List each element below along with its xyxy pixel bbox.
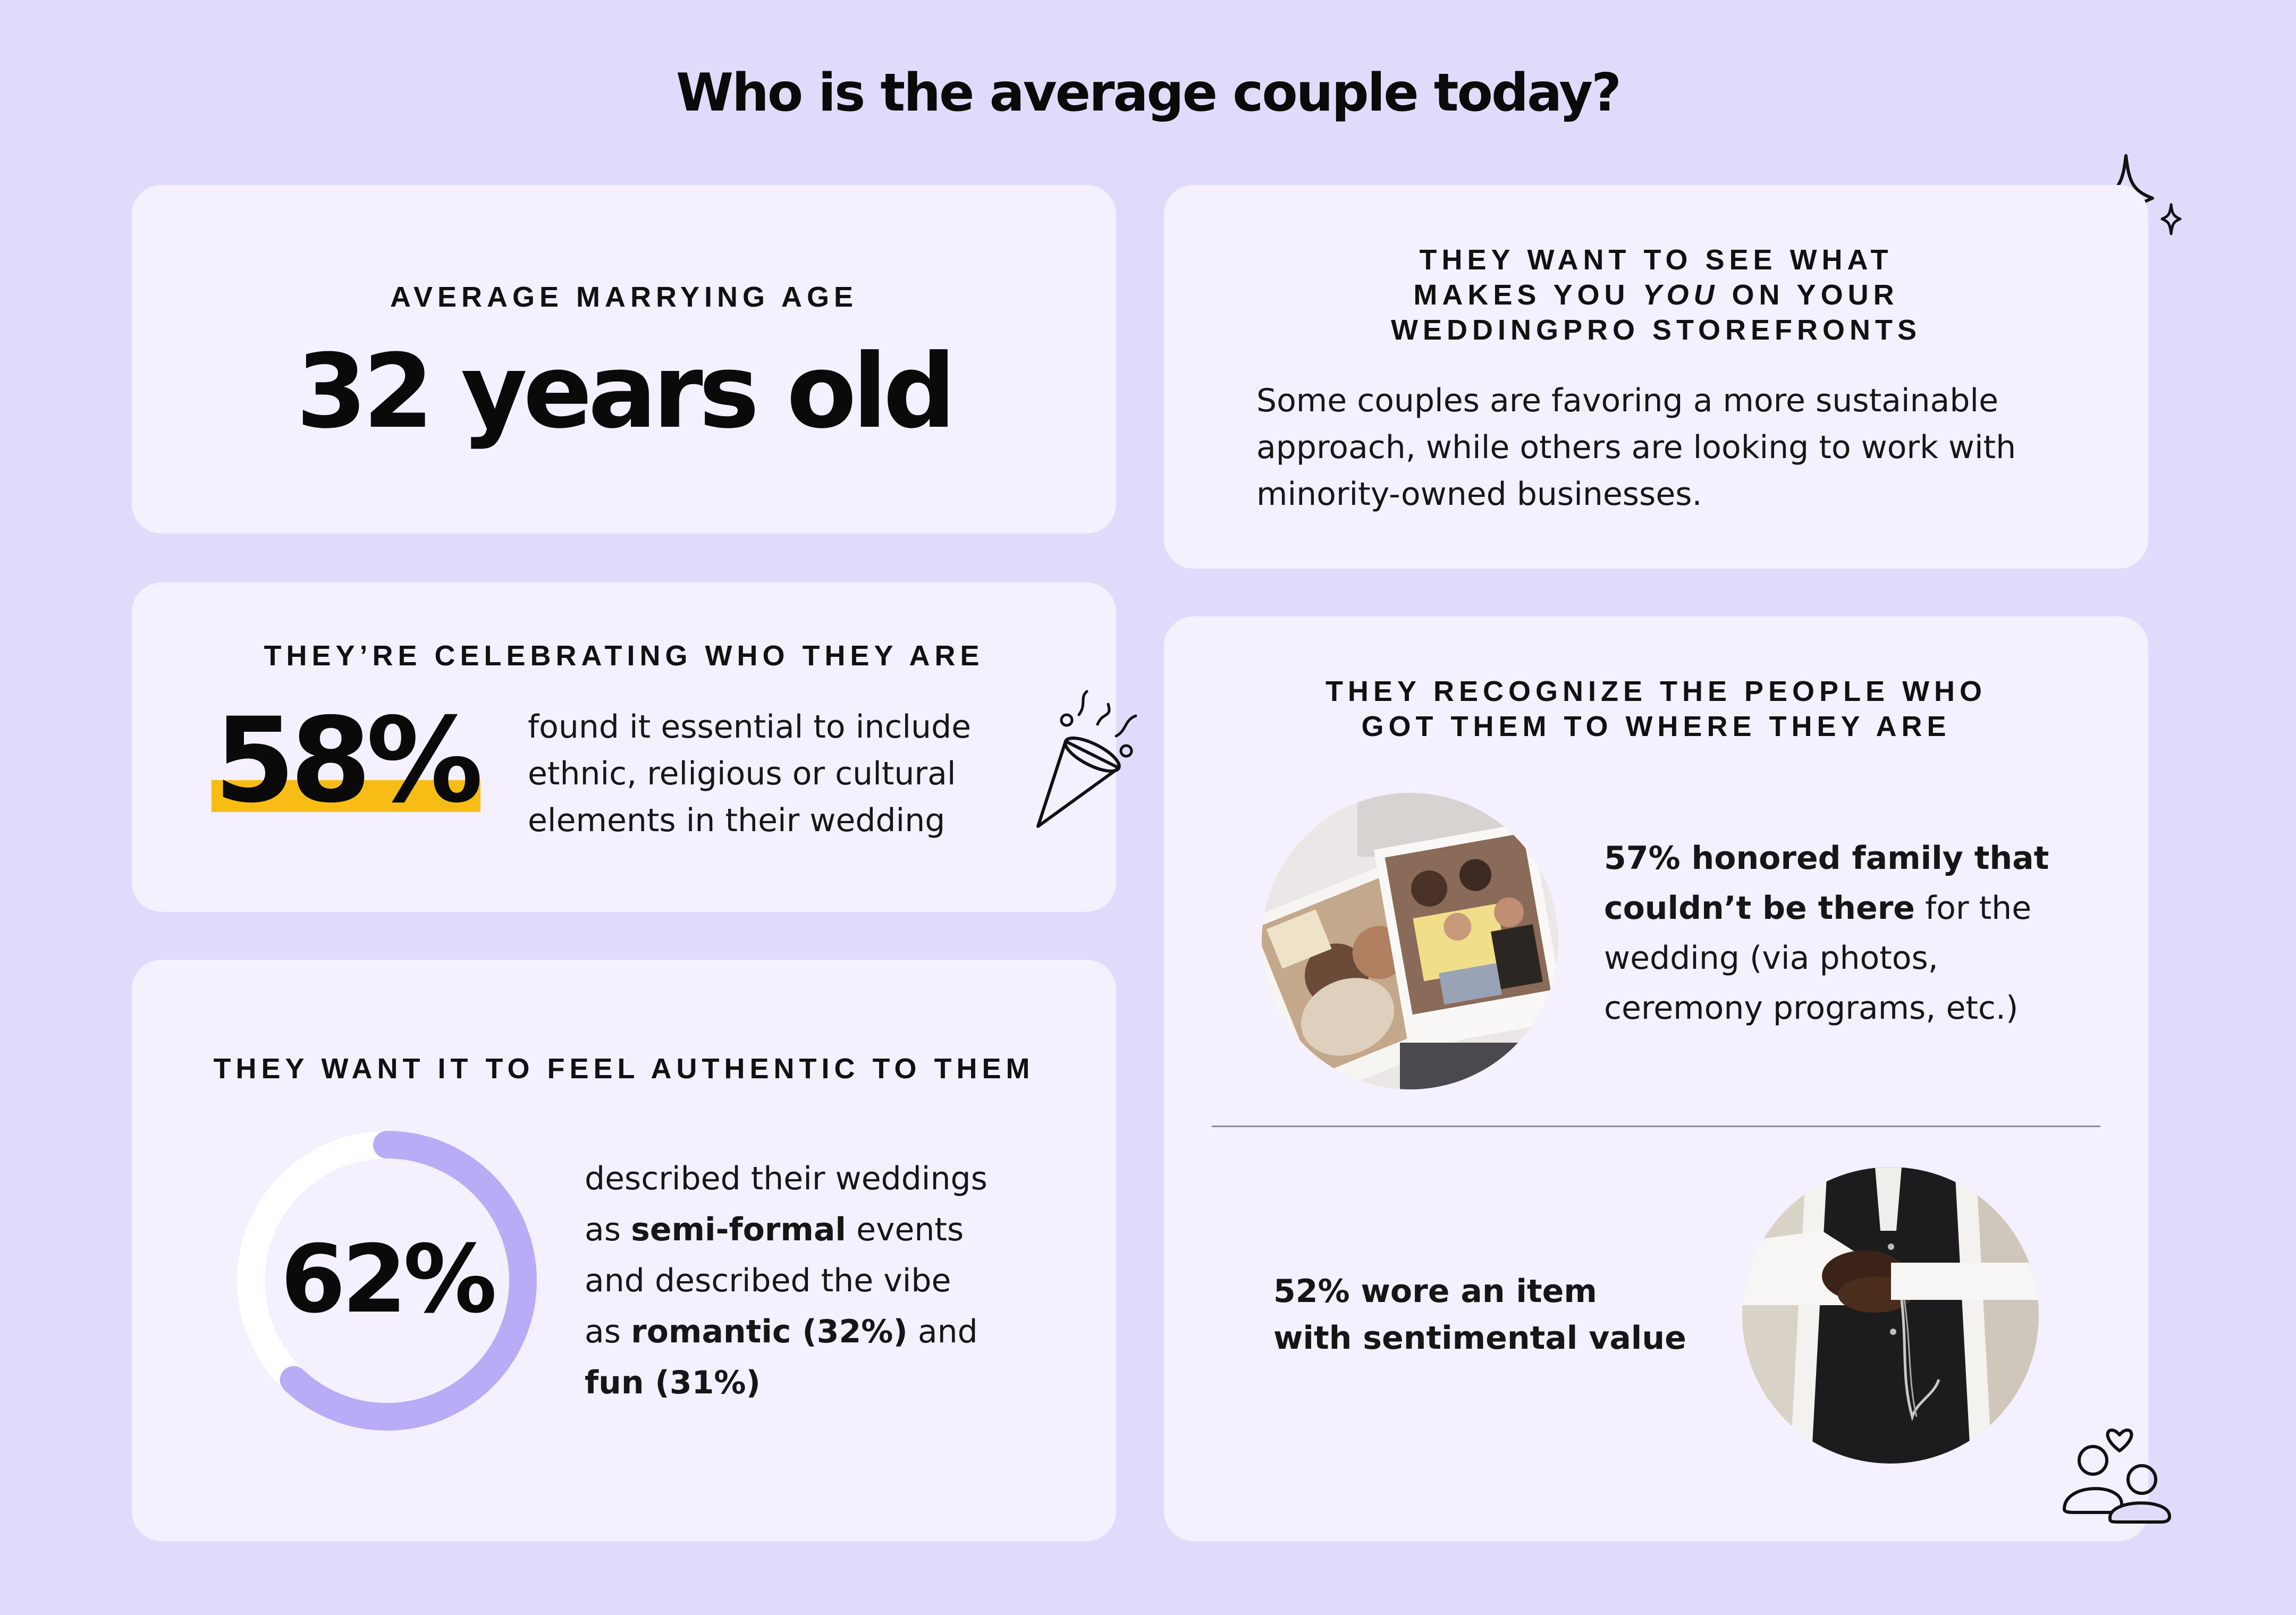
authentic-stat: 62% xyxy=(280,1225,497,1334)
storefront-eyebrow: THEY WANT TO SEE WHAT MAKES YOU YOU ON Y… xyxy=(1390,244,1922,346)
celebrating-stat: 58% xyxy=(214,692,484,828)
storefront-text: Some couples are favoring a more sustain… xyxy=(1256,382,2016,513)
section-divider xyxy=(1212,1126,2100,1127)
progress-ring-fill xyxy=(237,1131,537,1431)
authentic-text: described their weddings as semi-formal … xyxy=(585,1160,987,1401)
couple-heart-icon xyxy=(2063,1428,2172,1524)
authentic-eyebrow: THEY WANT IT TO FEEL AUTHENTIC TO THEM xyxy=(213,1053,1035,1085)
celebrating-card: THEY’RE CELEBRATING WHO THEY ARE 58% fou… xyxy=(132,582,1116,912)
party-popper-icon xyxy=(1036,690,1137,828)
family-text: 57% honored family that couldn’t be ther… xyxy=(1604,840,2049,1027)
recognize-eyebrow: THEY RECOGNIZE THE PEOPLE WHO GOT THEM T… xyxy=(1325,675,1987,742)
authentic-card: THEY WANT IT TO FEEL AUTHENTIC TO THEM 6… xyxy=(132,960,1116,1541)
page-title: Who is the average couple today? xyxy=(676,63,1622,123)
progress-ring xyxy=(237,1131,537,1431)
groom-vest-image xyxy=(1742,1167,2039,1464)
age-card: AVERAGE MARRYING AGE 32 years old xyxy=(132,185,1116,534)
age-eyebrow: AVERAGE MARRYING AGE xyxy=(390,281,858,313)
stat-highlight-bar xyxy=(212,780,480,812)
age-value: 32 years old xyxy=(296,333,956,451)
recognize-card: THEY RECOGNIZE THE PEOPLE WHO GOT THEM T… xyxy=(1164,616,2148,1541)
celebrating-text: found it essential to include ethnic, re… xyxy=(528,708,972,839)
celebrating-eyebrow: THEY’RE CELEBRATING WHO THEY ARE xyxy=(264,640,984,672)
sentimental-text: 52% wore an item with sentimental value xyxy=(1273,1273,1686,1357)
storefront-card: THEY WANT TO SEE WHAT MAKES YOU YOU ON Y… xyxy=(1164,185,2148,569)
family-photos-image xyxy=(1262,793,1558,1089)
